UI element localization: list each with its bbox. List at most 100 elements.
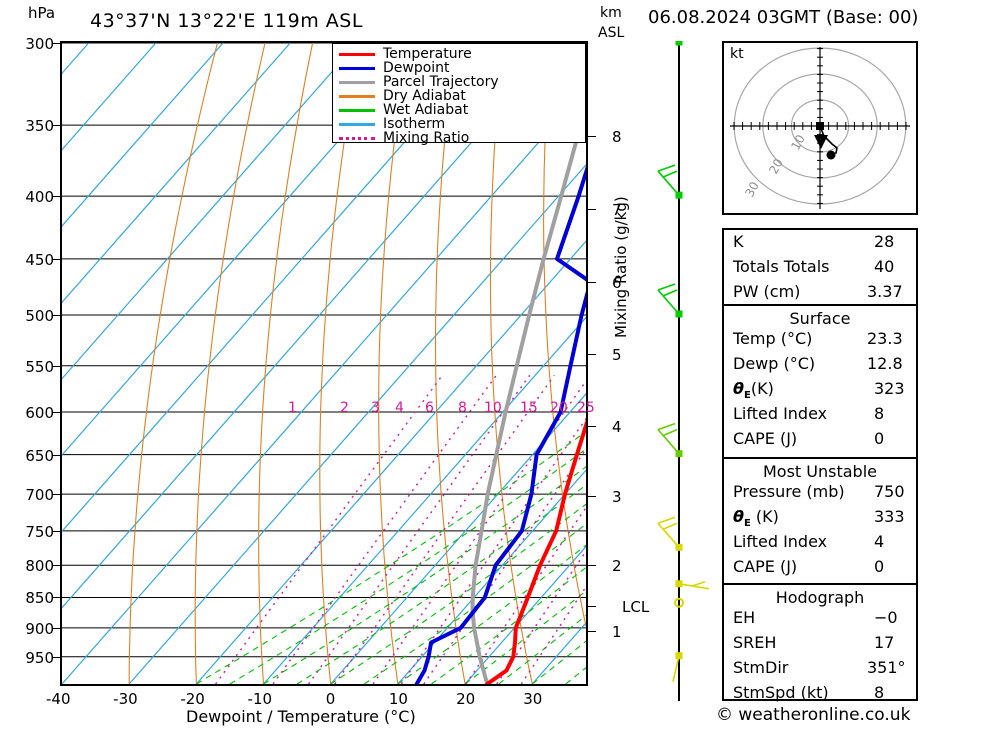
legend-label: Mixing Ratio (383, 130, 470, 146)
pressure-tick (52, 43, 60, 44)
data-row: Dewp (°C) 12.8 (724, 354, 916, 379)
mixing-ratio-line (372, 379, 586, 684)
wind-barb (657, 11, 683, 46)
data-row-label: EH (733, 608, 756, 627)
dry-adiabat-line (434, 43, 466, 684)
legend-swatch-temperature (339, 53, 375, 56)
mixing-ratio-value-label: 3 (371, 400, 380, 416)
lcl-tick (588, 606, 596, 607)
data-row: Temp (°C) 23.3 (724, 329, 916, 354)
isotherm-line (62, 43, 358, 380)
legend-swatch-mixing-ratio (339, 137, 375, 140)
height-tick (588, 496, 596, 498)
pressure-tick-label: 800 (25, 557, 54, 576)
data-row: θE (K) 333 (724, 507, 916, 532)
wind-barb (657, 422, 683, 458)
data-row: Pressure (mb) 750 (724, 482, 916, 507)
height-tick (588, 630, 596, 632)
data-row-value: 750 (874, 482, 905, 501)
mixing-ratio-line (215, 374, 443, 684)
legend-swatch-wet-adiabat (339, 109, 375, 112)
temperature-curve (485, 418, 586, 684)
mixing-ratio-value-label: 15 (520, 400, 538, 416)
data-row: θE(K) 323 (724, 379, 916, 404)
mixing-ratio-value-label: 1 (288, 400, 297, 416)
surface-panel: Surface Temp (°C) 23.3 Dewp (°C) 12.8 θE(K) 3… (722, 304, 918, 473)
legend-row: Isotherm (333, 116, 585, 132)
isotherm-line (464, 545, 586, 684)
isotherm-line (62, 43, 291, 304)
surface-rows: Temp (°C) 23.3 Dewp (°C) 12.8 θE(K) 323 Lifted… (724, 329, 916, 479)
mixing-ratio-value-label: 20 (550, 400, 568, 416)
legend-label: Dry Adiabat (383, 88, 466, 104)
data-row: StmDir 351° (724, 658, 916, 683)
height-tick (588, 282, 596, 284)
sounding-title: 43°37'N 13°22'E 119m ASL (90, 10, 363, 32)
legend-swatch-dewpoint (339, 67, 375, 70)
mixing-ratio-value-label: 4 (395, 400, 404, 416)
wet-adiabat-line (431, 566, 586, 684)
pressure-tick-label: 350 (25, 117, 54, 136)
isotherm-line (62, 43, 560, 609)
hodograph-unit-label: kt (730, 46, 744, 62)
indices-rows: K 28 Totals Totals 40 PW (cm) 3.37 (724, 230, 916, 307)
legend-row: Dewpoint (333, 60, 585, 76)
pressure-tick-label: 700 (25, 486, 54, 505)
wind-barb (657, 164, 683, 199)
pressure-tick-label: 600 (25, 404, 54, 423)
height-unit-label: km (600, 5, 622, 21)
pressure-tick-label: 400 (25, 188, 54, 207)
data-row-label: CAPE (J) (733, 557, 798, 576)
wind-barb (674, 597, 684, 608)
hodograph-ring-label: 20 (766, 156, 786, 176)
pressure-tick (52, 412, 60, 414)
theta-e-symbol: θE (733, 507, 751, 530)
wind-barb (657, 516, 683, 551)
pressure-tick (52, 258, 60, 260)
data-row-value: 8 (874, 683, 885, 702)
data-row: StmSpd (kt) 8 (724, 683, 916, 708)
pressure-tick-label: 650 (25, 446, 54, 465)
wind-barb (672, 652, 683, 682)
temperature-tick-label: -20 (180, 690, 205, 708)
temperature-tick-label: 10 (388, 690, 408, 708)
data-row-label: Lifted Index (733, 404, 828, 423)
height-tick (588, 209, 596, 211)
pressure-tick (52, 656, 60, 658)
pressure-tick (52, 530, 60, 532)
data-row-label: Dewp (°C) (733, 354, 816, 373)
height-tick (588, 353, 596, 355)
pressure-tick (52, 494, 60, 496)
height-tick-label: 5 (612, 345, 622, 364)
data-row-label: SREH (733, 633, 777, 652)
pressure-tick (52, 196, 60, 198)
surface-panel-title: Surface (789, 309, 851, 328)
dry-adiabat-line (319, 43, 361, 684)
data-row-value: 40 (874, 257, 895, 276)
data-row: CAPE (J) 0 (724, 429, 916, 454)
data-row-label: θE(K) (733, 379, 774, 401)
dry-adiabat-line (378, 43, 409, 684)
most-unstable-panel: Most Unstable Pressure (mb) 750 θE (K) 333 L… (722, 457, 918, 601)
temperature-tick-label: -30 (113, 690, 138, 708)
pressure-tick (52, 365, 60, 367)
mixing-ratio-value-label: 25 (577, 400, 595, 416)
x-axis-title: Dewpoint / Temperature (°C) (186, 707, 416, 726)
wind-barb-svg (657, 11, 710, 701)
mixing-ratio-axis-title: Mixing Ratio (g/kg) (612, 196, 630, 338)
hodograph-stats-title: Hodograph (775, 588, 865, 607)
legend-swatch-parcel-trajectory (339, 81, 375, 84)
legend-row: Temperature (333, 46, 585, 62)
pressure-tick (52, 627, 60, 629)
data-row-label: CAPE (J) (733, 429, 798, 448)
hodograph-ring-label: 10 (788, 132, 808, 152)
wet-adiabat-line (498, 614, 586, 684)
height-tick-label: 4 (612, 418, 622, 437)
pressure-tick (52, 125, 60, 127)
isotherm-line (62, 87, 586, 684)
wind-barb (675, 580, 710, 590)
parcel-trajectory-curve (470, 101, 586, 684)
wet-adiabat-line (464, 590, 586, 684)
